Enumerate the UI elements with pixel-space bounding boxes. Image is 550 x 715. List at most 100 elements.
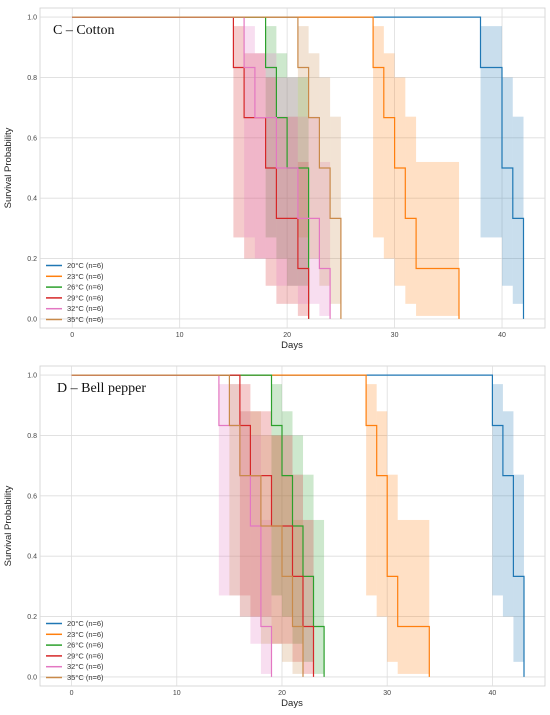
confidence-band	[292, 474, 304, 662]
survival-line	[72, 16, 310, 319]
legend-label: 32°C (n=6)	[67, 304, 104, 313]
confidence-band	[319, 161, 331, 316]
y-tick-label: 0.0	[27, 674, 37, 681]
confidence-band	[260, 519, 272, 674]
confidence-band	[502, 77, 513, 286]
legend-label: 29°C (n=6)	[67, 651, 104, 660]
y-tick-label: 0.2	[27, 614, 37, 621]
confidence-band	[244, 26, 255, 238]
survival-lines	[72, 16, 525, 319]
y-tick-label: 0.6	[27, 135, 37, 142]
confidence-band	[480, 26, 503, 238]
confidence-band	[281, 474, 293, 662]
y-tick-label: 1.0	[27, 15, 37, 22]
legend-label: 20°C (n=6)	[67, 261, 104, 270]
panel-cotton: 0 10 20 30 40 0.0 0.2 0.4 0.6 0.8 1.0 C – Cotton D…	[0, 0, 550, 351]
confidence-band	[405, 116, 417, 304]
panel-title: C – Cotton	[53, 23, 114, 38]
confidence-band	[292, 519, 304, 674]
x-tick-label: 0	[70, 332, 74, 339]
legend-label: 20°C (n=6)	[67, 619, 104, 628]
x-axis-label: Days	[281, 698, 303, 709]
legend-label: 26°C (n=6)	[67, 641, 104, 650]
survival-line	[72, 16, 525, 319]
y-axis-label: Survival Probability	[3, 485, 14, 566]
confidence-band	[366, 384, 377, 596]
confidence-band	[313, 519, 325, 674]
confidence-band	[271, 384, 282, 596]
legend-label: 23°C (n=6)	[67, 630, 104, 639]
confidence-band	[239, 384, 251, 596]
y-tick-label: 0.4	[27, 196, 37, 203]
legend: 20°C (n=6) 23°C (n=6) 26°C (n=6)29°C (n=6)…	[46, 619, 104, 682]
confidence-band	[502, 411, 514, 617]
confidence-band	[281, 411, 293, 617]
confidence-band	[292, 435, 304, 644]
y-tick-label: 0.0	[27, 316, 37, 323]
legend-label: 35°C (n=6)	[67, 315, 104, 324]
y-tick-label: 0.2	[27, 256, 37, 263]
confidence-band	[265, 77, 277, 286]
legend: 20°C (n=6) 23°C (n=6) 26°C (n=6)29°C (n=6)…	[46, 261, 104, 324]
y-tick-label: 0.4	[27, 554, 37, 561]
confidence-band	[376, 411, 388, 617]
x-axis-label: Days	[281, 340, 303, 351]
confidence-band	[397, 519, 430, 674]
x-tick-label: 0	[70, 690, 74, 697]
confidence-band	[394, 77, 406, 286]
x-tick-label: 10	[173, 690, 181, 697]
survival-line	[72, 16, 460, 319]
confidence-band	[383, 53, 395, 259]
legend-label: 29°C (n=6)	[67, 293, 104, 302]
legend-label: 35°C (n=6)	[67, 673, 104, 682]
confidence-band	[297, 26, 309, 238]
survival-lines	[71, 374, 525, 677]
confidence-band	[303, 519, 314, 674]
confidence-band	[512, 116, 524, 304]
confidence-band	[308, 53, 320, 259]
confidence-band	[239, 411, 251, 617]
confidence-bands	[218, 384, 524, 674]
x-tick-label: 30	[383, 690, 391, 697]
x-tick-label: 30	[391, 332, 399, 339]
panel-title: D – Bell pepper	[57, 381, 146, 396]
confidence-band	[233, 26, 245, 238]
confidence-band	[265, 26, 277, 238]
confidence-band	[513, 474, 524, 662]
confidence-band	[492, 384, 503, 596]
confidence-band	[276, 116, 298, 304]
y-tick-label: 0.6	[27, 493, 37, 500]
x-tick-label: 40	[488, 690, 496, 697]
x-tick-label: 20	[278, 690, 286, 697]
survival-line	[72, 16, 331, 319]
confidence-band	[276, 77, 298, 286]
confidence-band	[229, 384, 240, 596]
legend-label: 26°C (n=6)	[67, 283, 104, 292]
y-axis-label: Survival Probability	[3, 127, 14, 208]
confidence-band	[330, 116, 341, 304]
confidence-band	[297, 161, 309, 316]
legend-label: 23°C (n=6)	[67, 272, 104, 281]
confidence-band	[276, 53, 288, 259]
confidence-band	[373, 26, 384, 238]
survival-line	[71, 374, 525, 677]
tick-labels: 0 10 20 30 40 0.0 0.2 0.4 0.6 0.8 1.0	[27, 15, 506, 339]
survival-line	[71, 374, 430, 677]
x-tick-label: 40	[498, 332, 506, 339]
confidence-band	[319, 77, 331, 286]
confidence-band	[303, 474, 314, 662]
x-tick-label: 20	[283, 332, 291, 339]
confidence-band	[260, 435, 282, 644]
confidence-band	[416, 161, 460, 316]
y-tick-label: 0.8	[27, 75, 37, 82]
survival-line	[72, 16, 342, 319]
confidence-band	[250, 435, 261, 644]
x-tick-label: 10	[176, 332, 184, 339]
legend-label: 32°C (n=6)	[67, 662, 104, 671]
confidence-band	[218, 384, 240, 596]
y-tick-label: 1.0	[27, 373, 37, 380]
survival-line	[71, 374, 304, 677]
panel-bell-pepper: 0 10 20 30 40 0.0 0.2 0.4 0.6 0.8 1.0 D – Bell pep…	[0, 357, 550, 710]
confidence-band	[244, 53, 266, 259]
